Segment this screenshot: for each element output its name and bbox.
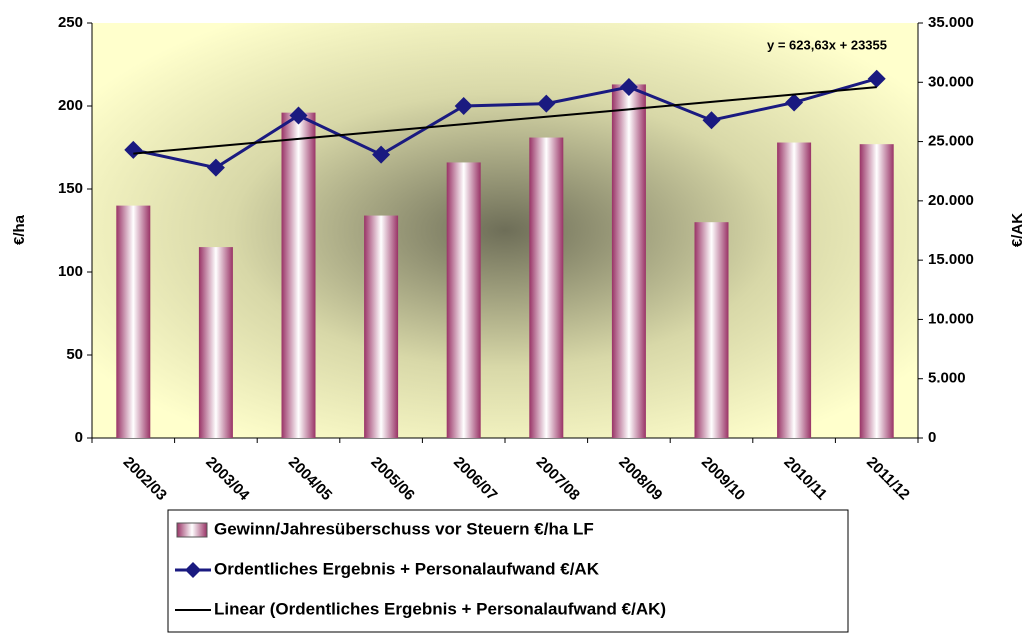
- legend: [167, 509, 849, 633]
- legend-label: Linear (Ordentliches Ergebnis + Personal…: [214, 599, 666, 618]
- x-tick-label: 2009/10: [698, 454, 748, 504]
- bar: [859, 144, 894, 438]
- y2-tick-label: 10.000: [928, 310, 974, 327]
- line: [132, 77, 878, 170]
- marker: [454, 97, 473, 115]
- y2-tick-label: 5.000: [928, 370, 966, 387]
- x-tick-label: 2004/05: [285, 454, 335, 504]
- marker: [619, 78, 638, 97]
- bar: [611, 84, 646, 439]
- legend-swatch: [176, 522, 208, 538]
- bar: [446, 162, 481, 438]
- marker: [537, 94, 556, 113]
- y-axis-label: €/ha: [11, 214, 28, 245]
- y2-tick-label: 15.000: [928, 251, 974, 268]
- x-tick-label: 2005/06: [367, 454, 417, 504]
- marker: [206, 158, 225, 177]
- legend-label: Gewinn/Jahresüberschuss vor Steuern €/ha…: [214, 519, 594, 538]
- y2-tick-label: 20.000: [928, 192, 974, 209]
- y2-tick-label: 25.000: [928, 133, 974, 150]
- trend-equation: y = 623,63x + 23355: [767, 37, 887, 52]
- marker: [289, 106, 308, 125]
- y2-tick-label: 35.000: [928, 14, 974, 31]
- bar: [694, 222, 729, 438]
- x-tick-label: 2006/07: [450, 454, 500, 504]
- bar: [777, 142, 812, 438]
- bar: [529, 137, 564, 439]
- line: [133, 86, 877, 155]
- legend-marker: [185, 562, 201, 578]
- x-tick-label: 2002/03: [120, 454, 170, 504]
- bar: [281, 112, 316, 438]
- marker: [867, 69, 886, 88]
- y2-axis-label: €/AK: [1009, 213, 1026, 247]
- y-tick-label: 150: [58, 180, 83, 197]
- marker: [702, 111, 721, 130]
- x-tick-label: 2003/04: [202, 454, 253, 505]
- x-tick-label: 2008/09: [615, 454, 665, 504]
- y2-tick-label: 0: [928, 429, 936, 446]
- y-tick-label: 200: [58, 97, 83, 114]
- y-tick-label: 100: [58, 263, 83, 280]
- y2-tick-label: 30.000: [928, 73, 974, 90]
- x-tick-label: 2011/12: [863, 454, 913, 504]
- marker: [372, 145, 391, 164]
- x-tick-label: 2007/08: [533, 454, 583, 504]
- marker: [785, 93, 804, 112]
- bar: [198, 247, 233, 438]
- bar: [116, 205, 151, 438]
- bar: [364, 215, 399, 438]
- y-tick-label: 250: [58, 14, 83, 31]
- y-tick-label: 0: [75, 429, 83, 446]
- y-tick-label: 50: [66, 346, 83, 363]
- marker: [124, 140, 143, 159]
- x-tick-label: 2010/11: [780, 454, 830, 504]
- legend-label: Ordentliches Ergebnis + Personalaufwand …: [214, 559, 600, 578]
